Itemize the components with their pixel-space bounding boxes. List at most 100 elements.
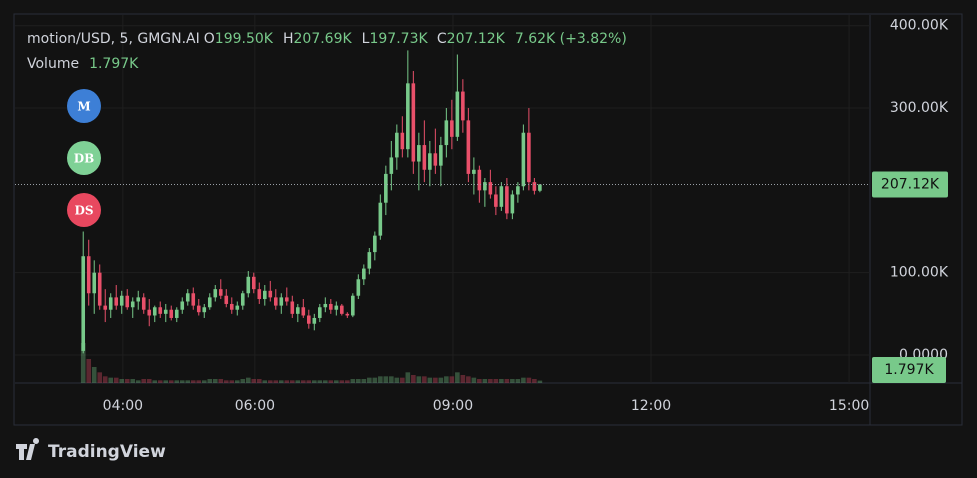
- logo-mark: [16, 437, 40, 460]
- candle-body: [130, 301, 135, 308]
- candle-body: [119, 295, 124, 306]
- volume-bar: [146, 379, 152, 383]
- indicator-markers: M DB DS: [67, 89, 101, 227]
- volume-bar: [306, 380, 312, 383]
- candle-body: [323, 303, 328, 308]
- volume-bar: [234, 380, 240, 383]
- marker-badge: [67, 141, 101, 175]
- volume-bar: [449, 376, 455, 383]
- ohlc-key: H: [283, 31, 294, 47]
- volume-bar: [113, 377, 119, 383]
- candle-body: [488, 182, 493, 195]
- marker-label: DB: [74, 152, 95, 166]
- volume-bar: [471, 377, 477, 383]
- candle-body: [97, 272, 102, 306]
- candle-body: [367, 252, 372, 269]
- candle-body: [103, 305, 108, 310]
- volume-bar: [526, 377, 532, 383]
- candle-body: [268, 290, 273, 298]
- candle-body: [218, 289, 223, 296]
- volume-bar: [493, 379, 499, 383]
- candle-body: [213, 289, 218, 298]
- volume-bar: [427, 377, 433, 383]
- volume-bar: [482, 379, 488, 383]
- candle-body: [538, 184, 542, 191]
- volume-bar: [185, 380, 191, 383]
- candle-body: [81, 256, 86, 351]
- volume-bar: [389, 376, 394, 383]
- candle-body: [262, 290, 267, 300]
- candle-body: [494, 194, 498, 207]
- candle-body: [158, 307, 163, 314]
- candle-body: [180, 301, 185, 310]
- volume-bar: [400, 377, 405, 383]
- volume-bar: [301, 380, 306, 383]
- volume-bar: [108, 377, 114, 383]
- volume-bar: [499, 379, 504, 383]
- candle-body: [246, 276, 251, 294]
- volume-bar: [323, 380, 328, 383]
- volume-bar: [350, 379, 356, 383]
- candle-body: [279, 297, 284, 306]
- candle-body: [334, 305, 339, 310]
- candle-body: [295, 307, 300, 314]
- candle-body: [356, 279, 361, 296]
- marker-badge: [67, 89, 101, 123]
- volume-bar: [174, 380, 180, 383]
- candle-body: [312, 317, 317, 324]
- candle-body: [389, 157, 394, 174]
- volume-bar: [372, 377, 378, 383]
- candle-body: [163, 309, 168, 314]
- candle-body: [185, 293, 190, 302]
- volume-bar: [455, 372, 460, 383]
- brand-logo: TradingView: [16, 437, 166, 462]
- volume-bar: [521, 377, 526, 383]
- candle-body: [444, 120, 449, 146]
- candle-body: [483, 182, 487, 191]
- volume-bar: [394, 377, 400, 383]
- volume-bar: [515, 379, 521, 383]
- volume-bar: [179, 380, 185, 383]
- candle-body: [455, 91, 460, 137]
- grid: [15, 15, 870, 383]
- y-tick-label: 400.00K: [890, 18, 949, 34]
- x-tick-label: 06:00: [235, 398, 275, 414]
- candle-body: [329, 303, 333, 310]
- candle-body: [340, 305, 344, 314]
- volume-bar: [196, 380, 202, 383]
- candle-body: [273, 297, 278, 306]
- candle-body: [527, 132, 531, 183]
- volume-bar: [212, 379, 218, 383]
- volume-bar: [334, 380, 339, 383]
- candle-body: [307, 315, 311, 324]
- volume-bar: [190, 380, 196, 383]
- candle-body: [229, 303, 234, 310]
- y-tick-label: 300.00K: [890, 100, 949, 116]
- candle-body: [439, 145, 443, 166]
- last-price-label: 207.12K: [881, 176, 940, 192]
- candle-body: [516, 186, 520, 195]
- volume-title: Volume 1.797K: [27, 56, 139, 72]
- volume-bar: [460, 375, 466, 383]
- volume-bar: [477, 379, 482, 383]
- volume-bar: [163, 380, 169, 383]
- candle-body: [510, 194, 515, 214]
- volume-bar: [339, 380, 345, 383]
- candle-body: [499, 186, 504, 207]
- candle-body: [141, 297, 146, 310]
- volume-bar: [317, 380, 323, 383]
- volume-bar: [91, 367, 97, 383]
- header: motion/USD, 5, GMGN.AI O199.50K H207.69K L1…: [27, 31, 627, 47]
- ohlc-value: 207.69K: [294, 31, 353, 47]
- marker-label: M: [77, 100, 90, 114]
- volume-bar: [444, 376, 449, 383]
- volume-box-label: 1.797K: [884, 362, 934, 378]
- candle-body: [257, 289, 262, 300]
- volume-bar: [207, 379, 213, 383]
- x-tick-label: 09:00: [433, 398, 473, 414]
- candle-body: [428, 153, 432, 170]
- volume-bar: [345, 380, 350, 383]
